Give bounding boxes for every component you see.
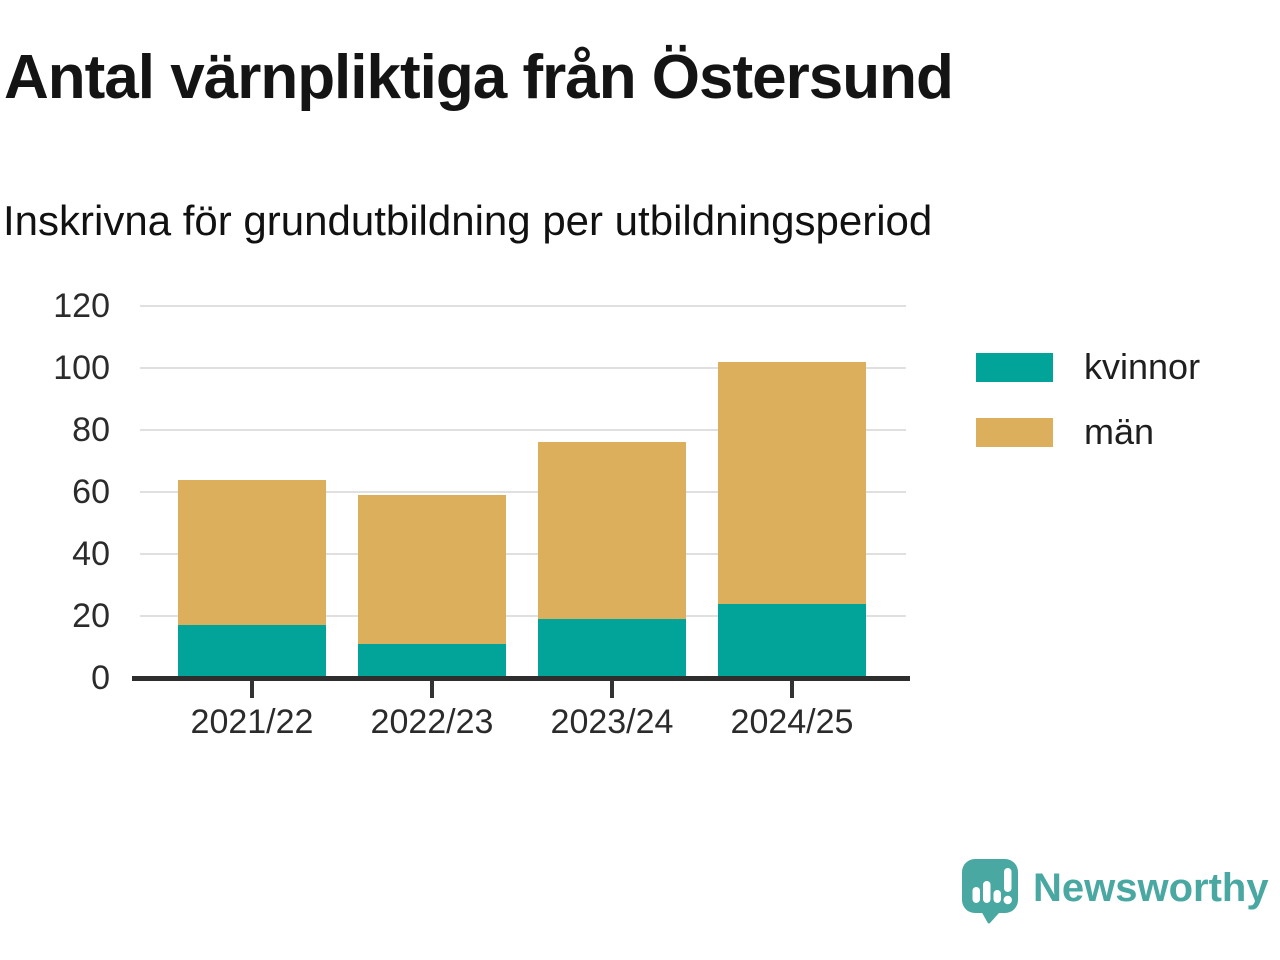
gridline bbox=[140, 305, 906, 307]
y-axis-tick-label: 20 bbox=[72, 597, 110, 635]
x-axis-tick-label: 2022/23 bbox=[370, 703, 494, 741]
gridline bbox=[140, 553, 906, 555]
chart-subtitle: Inskrivna för grundutbildning per utbild… bbox=[3, 197, 933, 244]
bar-segment-kvinnor bbox=[718, 603, 866, 678]
legend-label-kvinnor: kvinnor bbox=[1084, 346, 1201, 387]
chart-title: Antal värnpliktiga från Östersund bbox=[4, 43, 954, 112]
bar-segment-män bbox=[178, 479, 326, 626]
legend-item-kvinnor: kvinnor bbox=[976, 349, 1200, 385]
y-axis-tick-label: 0 bbox=[91, 659, 110, 697]
bar-segment-män bbox=[358, 495, 506, 644]
y-axis-tick-label: 60 bbox=[72, 473, 110, 511]
legend-swatch-kvinnor bbox=[976, 352, 1053, 382]
x-axis-tick-label: 2021/22 bbox=[190, 703, 314, 741]
x-axis-line bbox=[132, 676, 910, 681]
bar-segment-kvinnor bbox=[358, 643, 506, 678]
x-axis-tick bbox=[430, 680, 434, 698]
x-axis-tick-label: 2023/24 bbox=[550, 703, 674, 741]
bar-segment-män bbox=[718, 361, 866, 604]
y-axis-tick-label: 40 bbox=[72, 535, 110, 573]
legend-label-man: män bbox=[1084, 411, 1155, 452]
gridline bbox=[140, 429, 906, 431]
x-axis-tick bbox=[610, 680, 614, 698]
brand: Newsworthy bbox=[961, 858, 1269, 924]
bar-segment-kvinnor bbox=[178, 625, 326, 678]
bar-segment-män bbox=[538, 442, 686, 620]
gridline bbox=[140, 491, 906, 493]
gridline bbox=[140, 615, 906, 617]
y-axis-tick-label: 80 bbox=[72, 411, 110, 449]
newsworthy-logo-icon bbox=[962, 859, 1018, 924]
x-axis-tick bbox=[790, 680, 794, 698]
y-axis-tick-label: 120 bbox=[53, 287, 110, 325]
brand-name: Newsworthy bbox=[1033, 866, 1269, 910]
y-axis-tick-label: 100 bbox=[53, 349, 110, 387]
legend: kvinnor män bbox=[976, 349, 1200, 479]
legend-swatch-man bbox=[976, 417, 1053, 447]
x-axis-tick-label: 2024/25 bbox=[730, 703, 854, 741]
bar-segment-kvinnor bbox=[538, 619, 686, 678]
gridline bbox=[140, 367, 906, 369]
x-axis-tick bbox=[250, 680, 254, 698]
legend-item-man: män bbox=[976, 414, 1200, 450]
